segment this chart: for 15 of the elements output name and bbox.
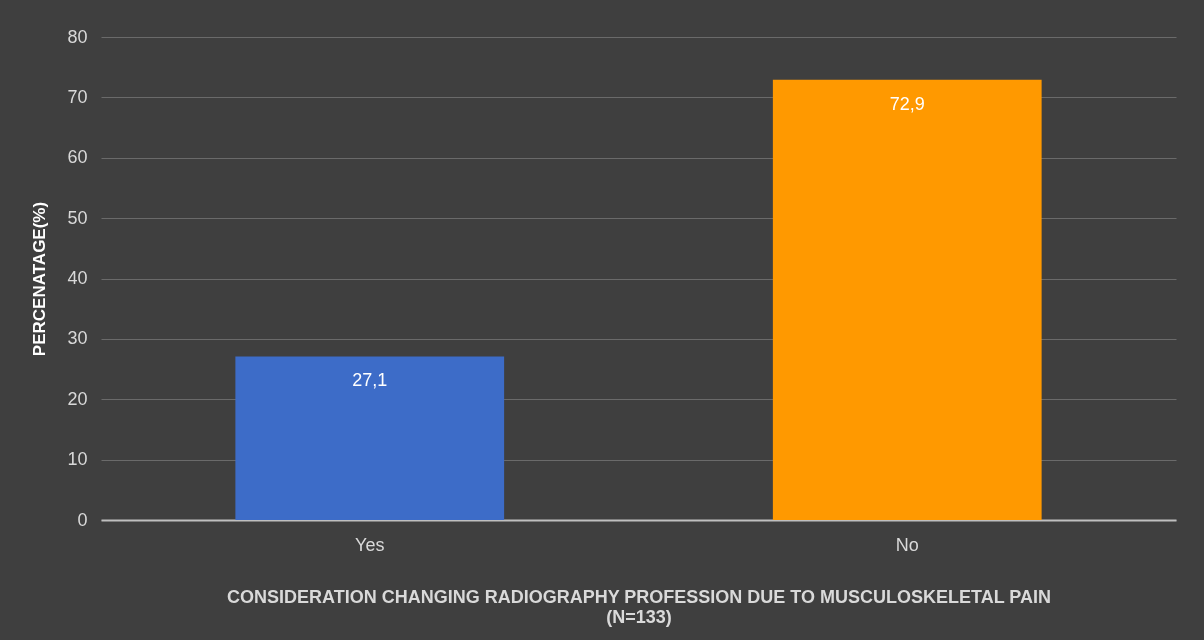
- y-tick-label: 40: [67, 268, 88, 288]
- y-tick-label: 50: [67, 207, 88, 228]
- y-tick-label: 0: [77, 509, 88, 530]
- data-label: 27,1: [352, 370, 388, 391]
- y-tick-label: 30: [67, 328, 88, 349]
- x-tick-label: Yes: [355, 534, 385, 555]
- y-tick-label: 80: [67, 26, 88, 47]
- y-axis-title: PERCENATAGE(%): [30, 201, 50, 357]
- x-axis-title: CONSIDERATION CHANGING RADIOGRAPHY PROFESSION DUE TO MUSCULOSKELETAL PAIN (N=133): [226, 586, 1052, 627]
- y-tick-label: 70: [67, 86, 88, 107]
- x-tick-label: No: [895, 534, 919, 555]
- data-label: 72,9: [889, 93, 925, 114]
- y-tick-label: 60: [67, 147, 88, 168]
- y-tick-label: 20: [67, 388, 88, 409]
- y-tick-label: 10: [67, 449, 88, 470]
